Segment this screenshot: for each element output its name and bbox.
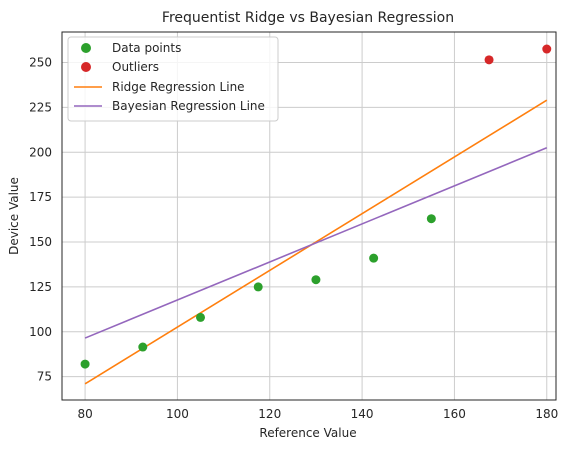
legend-label-data-points: Data points xyxy=(112,41,181,55)
data-point xyxy=(138,342,148,352)
y-tick-label: 175 xyxy=(29,190,52,204)
ridge-regression-line xyxy=(84,99,548,385)
outlier-point xyxy=(484,55,494,65)
data-point xyxy=(253,282,263,292)
legend-label-outliers: Outliers xyxy=(112,60,159,74)
x-axis-label: Reference Value xyxy=(259,426,356,440)
x-tick-label: 100 xyxy=(166,407,189,421)
legend-marker-data-points xyxy=(81,43,91,53)
y-axis-label: Device Value xyxy=(7,177,21,255)
data-point xyxy=(369,253,379,263)
y-tick-label: 100 xyxy=(29,325,52,339)
series-lines xyxy=(84,99,548,385)
y-tick-labels: 75 100 125 150 175 200 225 250 xyxy=(29,56,52,384)
data-point xyxy=(80,359,90,369)
data-point xyxy=(196,312,206,322)
series-points xyxy=(80,44,552,369)
legend-label-ridge: Ridge Regression Line xyxy=(112,80,245,94)
chart-title: Frequentist Ridge vs Bayesian Regression xyxy=(162,10,454,26)
x-tick-label: 120 xyxy=(258,407,281,421)
x-tick-label: 160 xyxy=(443,407,466,421)
y-tick-label: 225 xyxy=(29,100,52,114)
x-tick-label: 80 xyxy=(77,407,92,421)
legend-marker-outliers xyxy=(81,62,91,72)
legend-box xyxy=(67,36,279,122)
axes-spines xyxy=(61,31,557,401)
plot-frame xyxy=(61,31,557,401)
y-tick-label: 125 xyxy=(29,280,52,294)
y-tick-label: 75 xyxy=(37,370,52,384)
y-tick-label: 250 xyxy=(29,56,52,70)
x-tick-label: 180 xyxy=(535,407,558,421)
legend-label-bayesian: Bayesian Regression Line xyxy=(112,99,265,113)
data-point xyxy=(311,275,321,285)
y-tick-label: 150 xyxy=(29,235,52,249)
outlier-point xyxy=(542,44,552,54)
bayesian-regression-line xyxy=(84,147,548,339)
x-tick-labels: 80 100 120 140 160 180 xyxy=(77,407,558,421)
y-tick-label: 200 xyxy=(29,145,52,159)
legend: Data points Outliers Ridge Regression Li… xyxy=(67,36,279,122)
data-point xyxy=(426,214,436,224)
x-tick-label: 140 xyxy=(351,407,374,421)
